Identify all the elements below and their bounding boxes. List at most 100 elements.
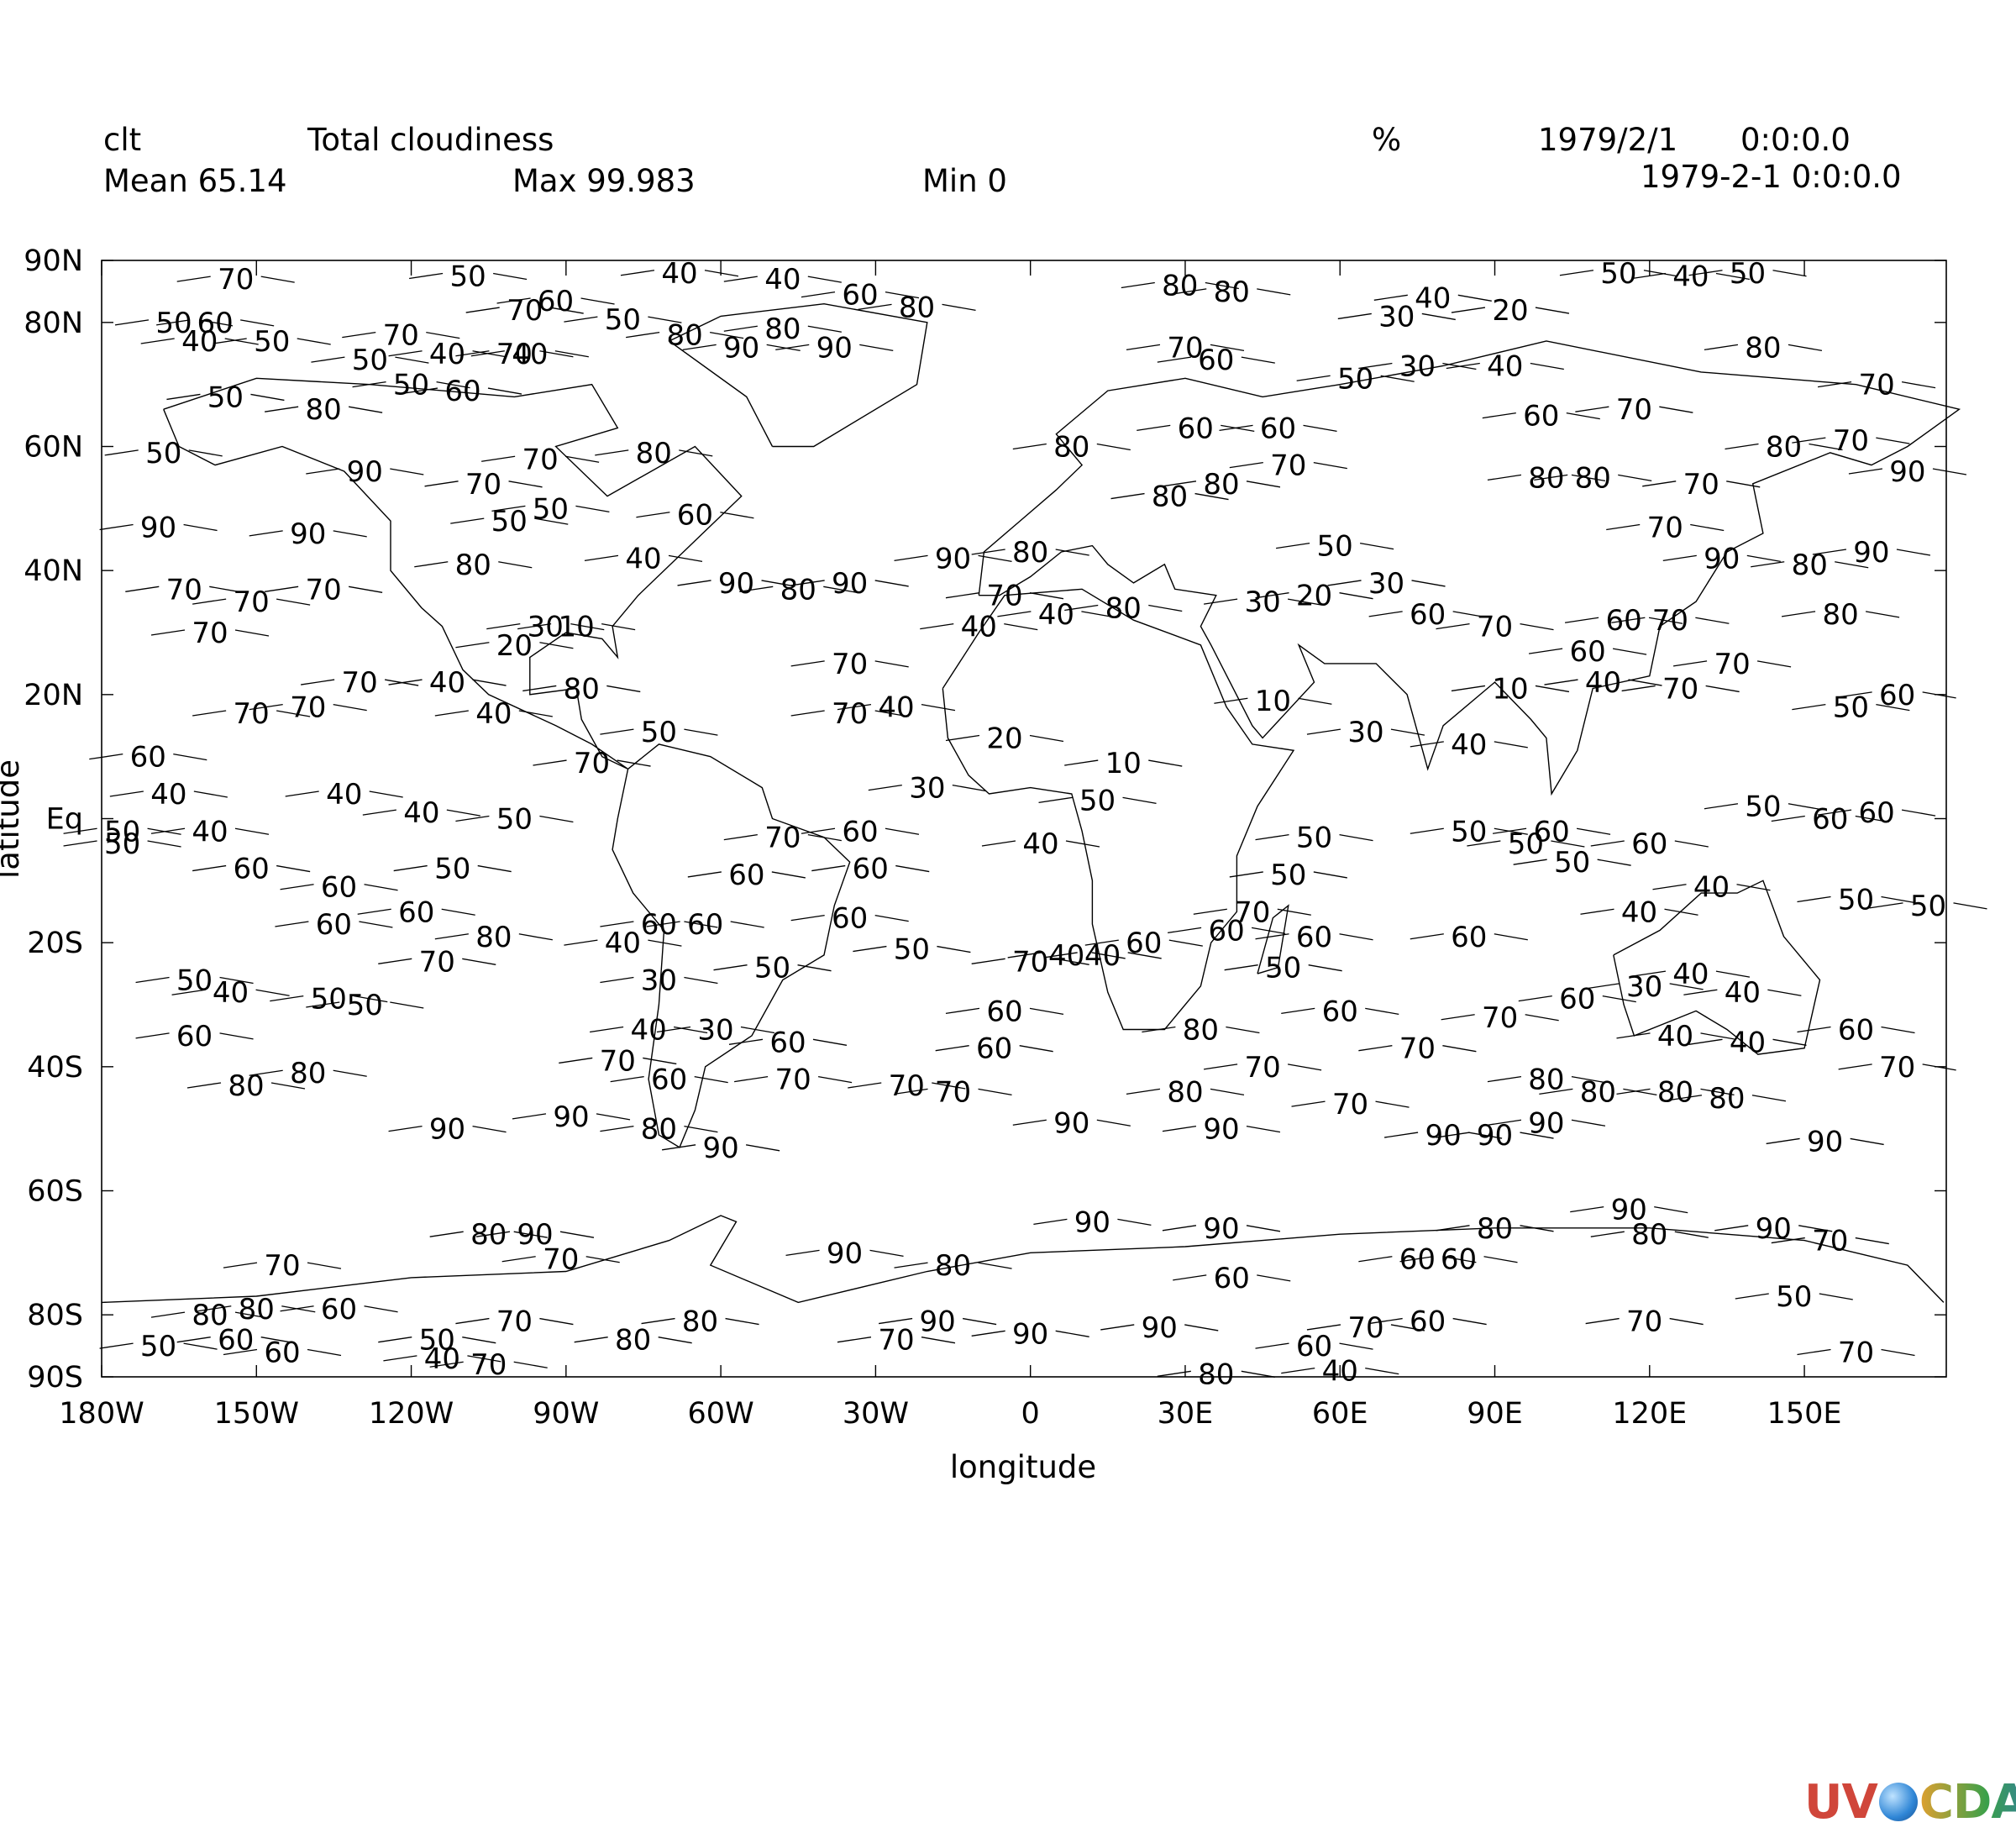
contour-label: 60 (1858, 796, 1894, 830)
contour-label: 40 (429, 338, 465, 371)
contour-segment (534, 517, 569, 525)
x-tick-label: 30W (843, 1397, 909, 1431)
contour-label: 50 (491, 505, 528, 538)
contour-segment (1241, 1370, 1275, 1378)
contour-label: 50 (1730, 257, 1766, 291)
contour-segment (1275, 542, 1310, 549)
contour-label: 80 (475, 921, 512, 954)
contour-segment (475, 1231, 511, 1237)
contour-label: 50 (104, 815, 140, 848)
contour-label: 80 (1631, 1218, 1667, 1252)
contour-segment (1756, 660, 1792, 668)
contour-label: 70 (574, 747, 610, 780)
contour-segment (1117, 1218, 1152, 1226)
contour-label: 20 (496, 629, 533, 663)
contour-label: 70 (832, 697, 868, 731)
contour-label: 60 (651, 1064, 687, 1097)
contour-segment (1055, 958, 1089, 965)
contour-segment (1287, 598, 1322, 606)
contour-label: 70 (342, 666, 378, 700)
contour-segment (1798, 1225, 1833, 1232)
contour-segment (1226, 1026, 1260, 1034)
contour-segment (472, 350, 507, 358)
contour-segment (580, 297, 615, 305)
contour-segment (658, 1337, 692, 1344)
contour-segment (1618, 474, 1652, 482)
contour-label: 10 (558, 611, 594, 644)
contour-segment (937, 945, 971, 953)
contour-segment (1714, 1225, 1749, 1232)
contour-label: 70 (522, 443, 558, 476)
contour-segment (362, 809, 396, 816)
y-tick-label: 80N (24, 307, 83, 340)
y-tick-label: 40N (24, 554, 83, 588)
contour-segment (462, 958, 496, 965)
x-axis-title: longitude (950, 1449, 1096, 1485)
contour-segment (1817, 381, 1852, 388)
contour-label: 90 (1053, 1106, 1089, 1140)
contour-label: 70 (1477, 611, 1513, 644)
contour-segment (1690, 523, 1725, 532)
contour-label: 50 (496, 803, 533, 837)
contour-segment (1126, 344, 1161, 351)
contour-label: 50 (1508, 827, 1544, 861)
coastline-path (101, 1215, 1945, 1304)
contour-label: 90 (1142, 1311, 1178, 1345)
contour-segment (1881, 895, 1915, 904)
contour-segment (1855, 1237, 1889, 1245)
contour-label: 60 (264, 1336, 300, 1369)
coastline-path (163, 377, 743, 770)
contour-segment (1876, 437, 1910, 444)
contour-label: 40 (1730, 1026, 1766, 1059)
contour-label: 60 (1410, 1305, 1446, 1339)
contour-label: 80 (455, 549, 491, 582)
contour-segment (1838, 691, 1872, 698)
contour-segment (1735, 1293, 1769, 1300)
x-tick-label: 90W (533, 1397, 599, 1431)
contour-label: 10 (1105, 747, 1142, 780)
contour-label: 90 (827, 1237, 863, 1270)
contour-segment (450, 517, 485, 524)
contour-segment (801, 827, 836, 834)
contour-segment (1602, 995, 1636, 1003)
contour-segment (192, 598, 227, 605)
contour-segment (487, 387, 522, 395)
contour-segment (1291, 1100, 1326, 1107)
contour-segment (1869, 902, 1903, 909)
contour-label: 60 (321, 1293, 357, 1326)
contour-label: 40 (1038, 598, 1074, 632)
contour-segment (1043, 952, 1078, 959)
contour-segment (620, 270, 655, 276)
contour-label: 40 (475, 697, 512, 731)
contour-label: 70 (1270, 449, 1306, 483)
contour-label: 80 (239, 1293, 275, 1326)
contour-label: 40 (1657, 1020, 1693, 1053)
contour-segment (1012, 443, 1047, 450)
contour-segment (518, 933, 553, 941)
contour-label: 70 (1482, 1001, 1518, 1035)
contour-label: 70 (1616, 393, 1652, 427)
contour-segment (704, 270, 739, 277)
contour-segment (1483, 1256, 1518, 1263)
contour-segment (1029, 1007, 1064, 1016)
contour-segment (565, 455, 600, 463)
contour-label: 50 (754, 952, 790, 985)
contour-segment (183, 1342, 218, 1350)
contour-segment (1224, 964, 1258, 971)
contour-segment (971, 549, 1005, 555)
contour-segment (307, 1262, 342, 1269)
contour-segment (818, 1075, 853, 1084)
contour-segment (1953, 902, 1987, 910)
contour-label: 70 (1662, 672, 1698, 706)
contour-label: 60 (1214, 1262, 1250, 1295)
contour-label: 70 (1012, 945, 1048, 979)
contour-segment (1631, 970, 1667, 977)
contour-label: 70 (1332, 1088, 1368, 1121)
contour-segment (874, 580, 909, 587)
contour-segment (1792, 437, 1826, 444)
contour-segment (1173, 1274, 1207, 1281)
contour-segment (679, 449, 713, 457)
contour-segment (1667, 1095, 1703, 1101)
units-label: % (1372, 122, 1402, 158)
contour-segment (1797, 1026, 1831, 1033)
